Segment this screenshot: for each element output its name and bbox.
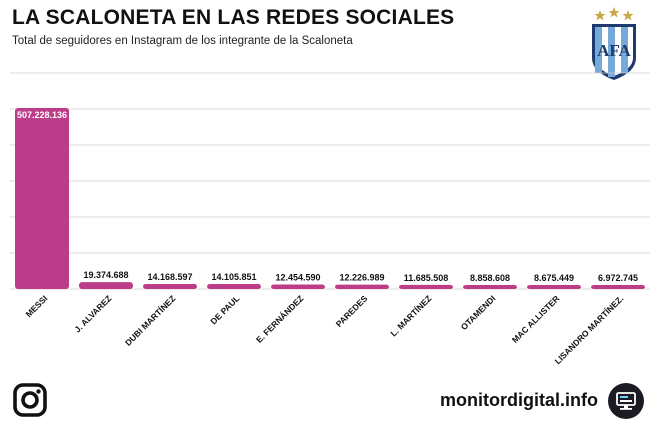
bar-value-label: 19.374.688 bbox=[83, 270, 128, 280]
bar bbox=[463, 285, 517, 289]
crest-letters: AFA bbox=[597, 41, 631, 60]
category-label: PAREDES bbox=[334, 293, 370, 329]
bar-value-label: 11.685.508 bbox=[404, 273, 449, 283]
bar bbox=[143, 283, 197, 289]
category-label: J. ALVAREZ bbox=[72, 293, 113, 334]
bar-value-label: 14.105.851 bbox=[211, 272, 256, 282]
bar-value-label: 8.675.449 bbox=[534, 273, 574, 283]
monitor-icon[interactable] bbox=[608, 383, 644, 419]
chart-title: LA SCALONETA EN LAS REDES SOCIALES bbox=[12, 6, 455, 29]
bar bbox=[79, 282, 133, 289]
category-label: E. FERNÁNDEZ bbox=[254, 293, 305, 344]
category-label: OTAMENDI bbox=[459, 293, 498, 332]
instagram-icon[interactable] bbox=[12, 382, 48, 418]
category-label: MESSI bbox=[24, 293, 50, 319]
bar-value-label: 6.972.745 bbox=[598, 273, 638, 283]
bar bbox=[527, 285, 581, 289]
bar bbox=[335, 284, 389, 289]
category-label: LISANDRO MARTÍNEZ. bbox=[553, 293, 626, 366]
bar-value-label: 507.228.136 bbox=[17, 110, 67, 120]
category-label: DUBI MARTÍNEZ bbox=[123, 293, 177, 347]
afa-crest-icon: AFA bbox=[592, 7, 636, 80]
bar bbox=[271, 284, 325, 289]
bar-chart: 507.228.136 MESSI 19.374.688 J. ALVAREZ 14.1… bbox=[10, 72, 650, 366]
category-label: MAC ALLISTER bbox=[510, 293, 562, 345]
category-label: DE PAUL bbox=[208, 293, 241, 326]
bar-value-label: 8.858.608 bbox=[470, 273, 510, 283]
bar-value-label: 12.454.590 bbox=[275, 273, 320, 283]
bar-value-label: 14.168.597 bbox=[147, 272, 192, 282]
bar bbox=[591, 285, 645, 289]
brand-name[interactable]: monitordigital.info bbox=[440, 390, 598, 410]
chart-subtitle: Total de seguidores en Instagram de los … bbox=[12, 35, 353, 47]
bar bbox=[207, 283, 261, 289]
bar-value-label: 12.226.989 bbox=[339, 273, 384, 283]
bar bbox=[399, 284, 453, 289]
category-label: L. MARTÍNEZ bbox=[388, 293, 433, 338]
bar bbox=[15, 108, 69, 289]
